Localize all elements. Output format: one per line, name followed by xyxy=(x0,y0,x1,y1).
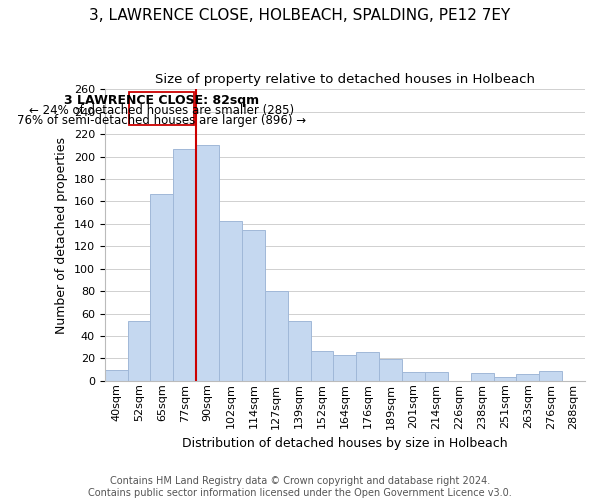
Text: 76% of semi-detached houses are larger (896) →: 76% of semi-detached houses are larger (… xyxy=(17,114,306,128)
X-axis label: Distribution of detached houses by size in Holbeach: Distribution of detached houses by size … xyxy=(182,437,508,450)
Bar xyxy=(402,372,425,381)
Bar xyxy=(425,372,448,381)
Bar xyxy=(196,146,219,381)
Text: 3, LAWRENCE CLOSE, HOLBEACH, SPALDING, PE12 7EY: 3, LAWRENCE CLOSE, HOLBEACH, SPALDING, P… xyxy=(89,8,511,22)
FancyBboxPatch shape xyxy=(129,92,194,126)
Bar xyxy=(494,378,517,381)
Text: ← 24% of detached houses are smaller (285): ← 24% of detached houses are smaller (28… xyxy=(29,104,294,117)
Bar xyxy=(265,291,288,381)
Bar xyxy=(105,370,128,381)
Text: 3 LAWRENCE CLOSE: 82sqm: 3 LAWRENCE CLOSE: 82sqm xyxy=(64,94,259,107)
Bar xyxy=(242,230,265,381)
Bar xyxy=(128,322,151,381)
Title: Size of property relative to detached houses in Holbeach: Size of property relative to detached ho… xyxy=(155,72,535,86)
Y-axis label: Number of detached properties: Number of detached properties xyxy=(55,136,68,334)
Bar xyxy=(334,355,356,381)
Bar xyxy=(356,352,379,381)
Bar xyxy=(151,194,173,381)
Bar xyxy=(470,373,494,381)
Bar xyxy=(379,360,402,381)
Bar xyxy=(517,374,539,381)
Bar xyxy=(288,322,311,381)
Bar xyxy=(219,220,242,381)
Text: Contains HM Land Registry data © Crown copyright and database right 2024.
Contai: Contains HM Land Registry data © Crown c… xyxy=(88,476,512,498)
Bar xyxy=(173,149,196,381)
Bar xyxy=(311,350,334,381)
Bar xyxy=(539,370,562,381)
